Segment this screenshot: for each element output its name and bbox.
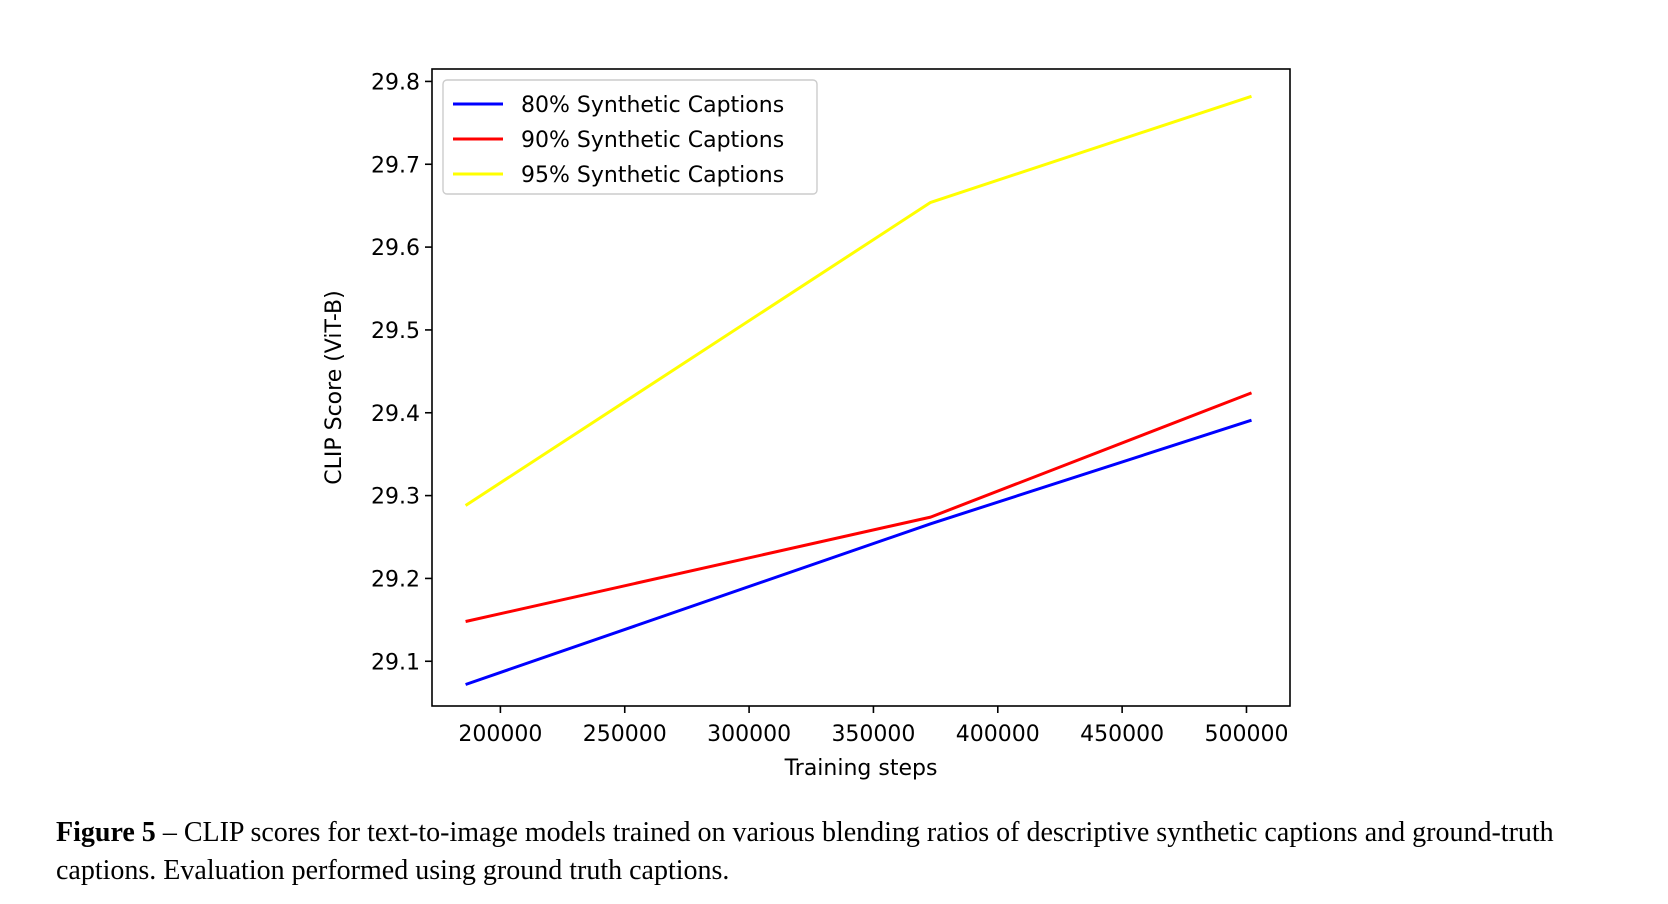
x-tick-label: 250000 <box>583 722 667 747</box>
caption-text: – CLIP scores for text-to-image models t… <box>56 817 1554 886</box>
y-tick-label: 29.8 <box>371 70 420 95</box>
y-axis-label: CLIP Score (ViT-B) <box>322 290 347 485</box>
legend-label-2: 90% Synthetic Captions <box>521 128 784 153</box>
series-line-2 <box>465 391 1253 623</box>
x-tick-label: 300000 <box>707 722 791 747</box>
x-tick-label: 200000 <box>458 722 542 747</box>
axis-ticks: 200000 250000 300000 350000 400000 450000 5000… <box>371 70 1288 747</box>
figure-number: Figure 5 <box>56 817 156 848</box>
figure-caption: Figure 5 – CLIP scores for text-to-image… <box>56 814 1646 890</box>
plot-area-frame <box>431 68 1291 707</box>
y-tick-label: 29.3 <box>371 485 420 510</box>
x-tick-label: 450000 <box>1080 722 1164 747</box>
x-axis-label: Training steps <box>784 756 938 781</box>
y-tick-label: 29.6 <box>371 236 420 261</box>
y-tick-label: 29.2 <box>371 567 420 592</box>
series-line-1 <box>465 418 1252 686</box>
y-tick-label: 29.5 <box>371 319 420 344</box>
y-tick-label: 29.4 <box>371 402 420 427</box>
legend-label-3: 95% Synthetic Captions <box>521 163 784 188</box>
x-tick-label: 350000 <box>831 722 915 747</box>
series-line-3 <box>464 94 1252 507</box>
x-tick-label: 400000 <box>956 722 1040 747</box>
x-tick-label: 500000 <box>1204 722 1288 747</box>
legend: 80% Synthetic Captions 90% Synthetic Capt… <box>442 79 818 195</box>
y-tick-label: 29.7 <box>371 153 420 178</box>
line-chart: 200000 250000 300000 350000 400000 450000 5000… <box>322 68 1291 781</box>
legend-label-1: 80% Synthetic Captions <box>521 93 784 118</box>
y-tick-label: 29.1 <box>371 650 420 675</box>
legend-box <box>442 79 818 195</box>
series-layer <box>464 94 1253 686</box>
